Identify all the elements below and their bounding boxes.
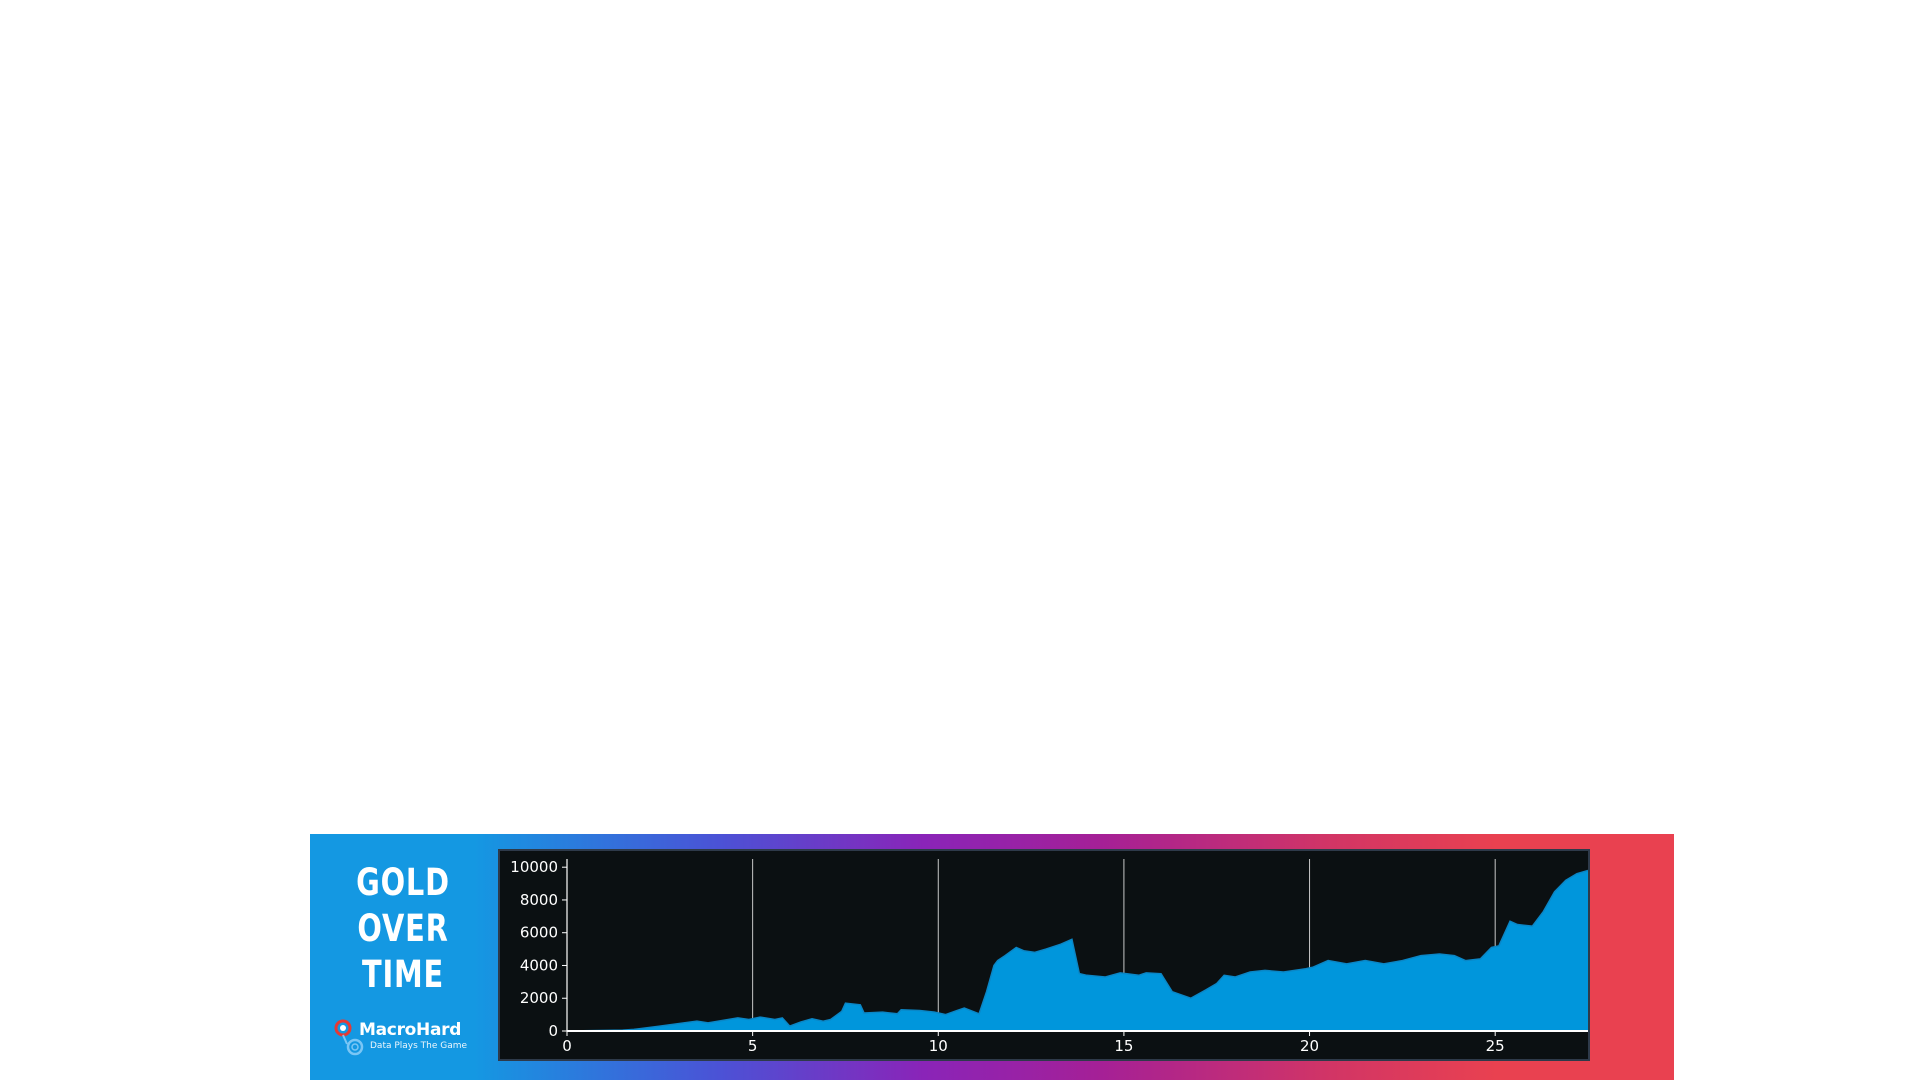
x-tick-label: 0 xyxy=(562,1037,572,1055)
x-tick-label: 10 xyxy=(929,1037,948,1055)
y-tick-label: 6000 xyxy=(520,924,558,942)
logo-tagline: Data Plays The Game xyxy=(370,1041,468,1051)
y-tick-label: 2000 xyxy=(520,989,558,1007)
x-tick-label: 5 xyxy=(748,1037,758,1055)
x-tick-label: 20 xyxy=(1300,1037,1319,1055)
banner-title: GOLD OVER TIME xyxy=(310,860,496,998)
logo-name: MacroHard xyxy=(359,1020,462,1040)
gold-chart: 0 5 10 15 20 25 0 2000 4000 6000 8000 10000 xyxy=(498,849,1590,1061)
y-tick-label: 0 xyxy=(548,1022,558,1040)
x-tick-label: 25 xyxy=(1486,1037,1505,1055)
macrohard-logo: MacroHard Data Plays The Game xyxy=(334,1018,494,1062)
macrohard-logo-icon xyxy=(334,1019,364,1056)
gold-series-line xyxy=(566,869,1588,1032)
x-tick-label: 15 xyxy=(1114,1037,1133,1055)
title-line-1: GOLD xyxy=(356,861,450,904)
title-line-3: TIME xyxy=(362,953,444,996)
gold-series-area xyxy=(567,870,1588,1031)
gold-area-chart: 0 5 10 15 20 25 0 2000 4000 6000 8000 10000 xyxy=(510,858,1588,1055)
gold-over-time-banner: GOLD OVER TIME MacroHard Data Plays The … xyxy=(310,834,1674,1080)
title-line-2: OVER xyxy=(357,907,449,950)
y-tick-label: 10000 xyxy=(510,858,558,876)
chart-axes: 0 5 10 15 20 25 0 2000 4000 6000 8000 10000 xyxy=(510,858,1588,1055)
y-tick-label: 8000 xyxy=(520,891,558,909)
y-tick-label: 4000 xyxy=(520,956,558,974)
